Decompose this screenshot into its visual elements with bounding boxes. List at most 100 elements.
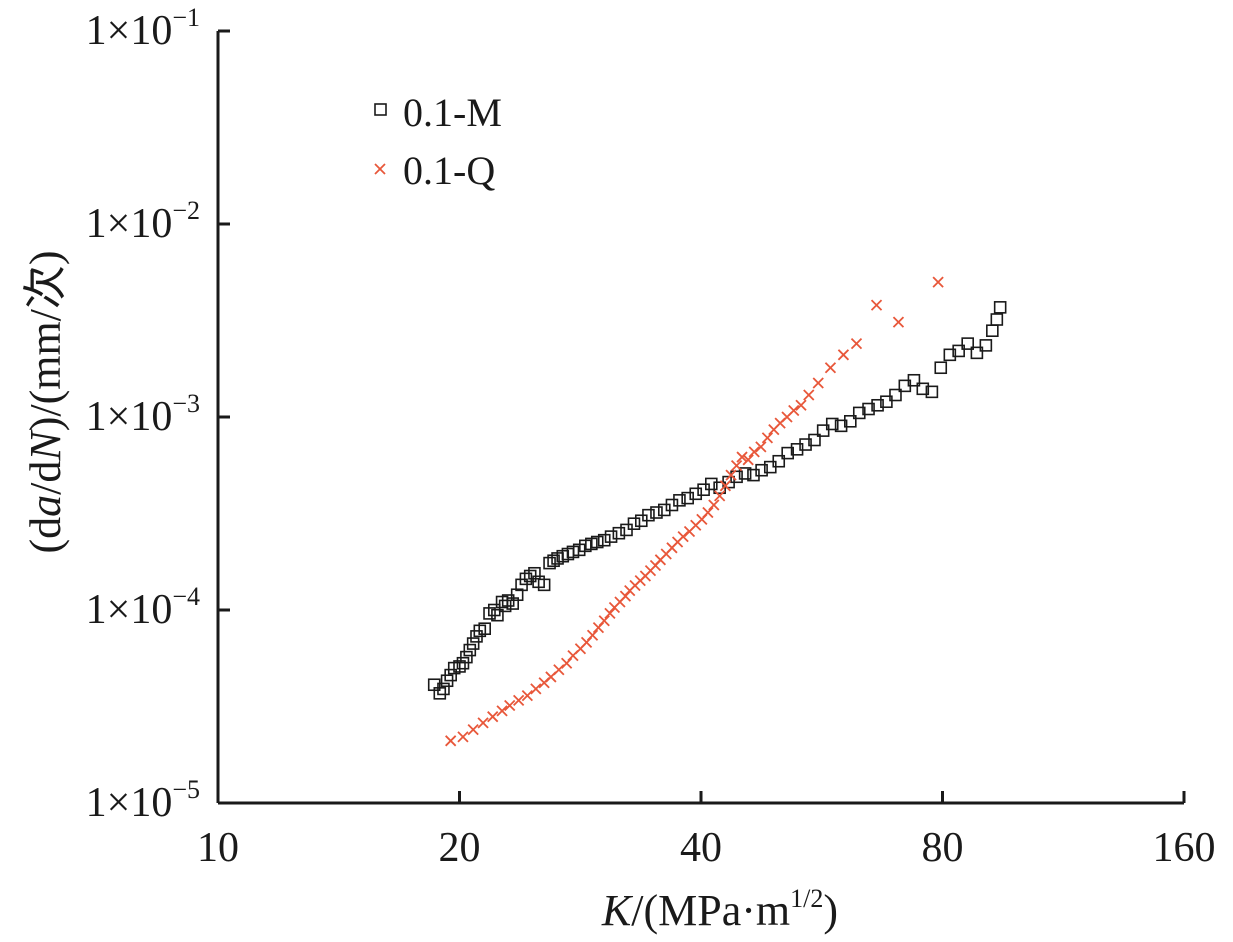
data-point-square bbox=[986, 324, 999, 337]
data-point-square bbox=[772, 454, 786, 468]
data-point-cross bbox=[477, 717, 489, 729]
data-point-cross bbox=[604, 607, 616, 620]
data-point-cross bbox=[803, 389, 815, 401]
data-point-square bbox=[453, 660, 466, 673]
data-point-square bbox=[466, 637, 480, 650]
data-point-square bbox=[852, 406, 866, 420]
x-tick-label: 20 bbox=[439, 825, 481, 871]
y-tick-label: 1×10−1 bbox=[86, 3, 200, 54]
series-layer bbox=[427, 276, 1007, 747]
data-point-square bbox=[528, 566, 541, 580]
x-tick-label: 40 bbox=[680, 825, 722, 871]
legend-marker-0-1-M bbox=[374, 103, 387, 116]
data-point-cross bbox=[742, 454, 754, 466]
y-tick-label: 1×10−4 bbox=[86, 582, 200, 633]
data-point-square bbox=[816, 424, 830, 437]
y-tick-label: 1×10−3 bbox=[86, 389, 200, 440]
data-point-square bbox=[925, 385, 939, 399]
data-point-square bbox=[979, 339, 993, 352]
data-point-cross bbox=[932, 276, 944, 288]
data-point-cross bbox=[487, 711, 499, 723]
data-point-cross bbox=[725, 469, 737, 481]
plot-axes bbox=[216, 31, 1184, 805]
data-point-square bbox=[673, 494, 686, 507]
data-point-cross bbox=[513, 694, 525, 707]
data-point-square bbox=[537, 578, 551, 592]
series-0.1-Q bbox=[445, 276, 944, 747]
data-point-square bbox=[844, 414, 857, 428]
x-axis-unit: /(MPa·m bbox=[631, 886, 790, 935]
data-point-square bbox=[834, 419, 848, 433]
data-point-square bbox=[433, 687, 447, 700]
data-point-cross bbox=[736, 451, 748, 463]
data-point-square bbox=[880, 395, 893, 409]
data-point-square bbox=[460, 650, 473, 664]
legend-marker-0-1-Q bbox=[374, 163, 386, 175]
data-point-square bbox=[510, 588, 524, 602]
data-point-square bbox=[597, 533, 611, 547]
data-point-cross bbox=[445, 735, 457, 747]
x-axis-var: K bbox=[601, 886, 634, 935]
data-point-cross bbox=[870, 299, 883, 311]
data-point-cross bbox=[504, 699, 516, 712]
data-point-cross bbox=[761, 432, 774, 444]
data-point-square bbox=[681, 491, 694, 505]
data-point-square bbox=[970, 346, 984, 360]
data-point-square bbox=[665, 498, 679, 512]
data-point-cross bbox=[598, 615, 610, 627]
data-point-cross bbox=[496, 705, 508, 717]
data-point-square bbox=[437, 682, 450, 696]
data-point-square bbox=[543, 556, 556, 570]
data-point-cross bbox=[730, 459, 743, 472]
data-point-square bbox=[590, 535, 604, 549]
data-point-square bbox=[825, 417, 839, 431]
data-point-cross bbox=[586, 629, 599, 641]
data-point-square bbox=[871, 398, 884, 412]
data-point-square bbox=[506, 597, 520, 610]
data-point-square bbox=[627, 517, 641, 530]
data-point-square bbox=[943, 348, 957, 362]
legend-label-0-1-Q: 0.1-Q bbox=[403, 148, 495, 193]
data-point-square bbox=[799, 438, 812, 451]
data-point-cross bbox=[719, 480, 732, 492]
data-point-cross bbox=[824, 362, 837, 374]
data-point-square bbox=[491, 608, 504, 622]
y-tick-label: 1×10−2 bbox=[86, 196, 200, 247]
data-point-square bbox=[993, 301, 1007, 314]
data-point-square bbox=[961, 337, 974, 350]
data-point-cross bbox=[467, 723, 479, 736]
y-tick-label: 1×10−5 bbox=[86, 775, 200, 826]
data-point-cross bbox=[702, 506, 714, 519]
data-point-cross bbox=[530, 683, 542, 695]
data-point-square bbox=[730, 470, 743, 484]
data-point-cross bbox=[748, 446, 760, 458]
data-point-square bbox=[916, 382, 930, 396]
data-point-square bbox=[738, 467, 752, 480]
data-point-square bbox=[755, 463, 768, 477]
data-point-square bbox=[704, 477, 718, 491]
data-point-square bbox=[990, 313, 1004, 326]
data-point-cross bbox=[708, 499, 720, 511]
data-point-square bbox=[547, 554, 560, 568]
x-tick-label: 160 bbox=[1153, 825, 1216, 871]
data-point-square bbox=[604, 530, 618, 543]
data-point-square bbox=[781, 446, 794, 460]
data-point-cross bbox=[755, 441, 767, 453]
data-point-square bbox=[642, 508, 655, 522]
data-point-square bbox=[934, 361, 948, 375]
data-point-square bbox=[444, 668, 457, 682]
data-point-cross bbox=[892, 316, 905, 328]
data-point-cross bbox=[837, 349, 850, 361]
data-point-cross bbox=[788, 404, 800, 417]
data-point-cross bbox=[521, 689, 533, 702]
data-point-cross bbox=[812, 377, 824, 389]
data-point-cross bbox=[850, 337, 863, 350]
legend-label-0-1-M: 0.1-M bbox=[403, 90, 502, 135]
data-point-square bbox=[808, 433, 821, 447]
data-point-square bbox=[478, 622, 491, 636]
x-axis-title: K/(MPa·m1/2) bbox=[601, 884, 838, 935]
data-point-square bbox=[952, 344, 965, 358]
x-axis-unit-sup: 1/2 bbox=[790, 884, 823, 913]
axis-ticks: 10 20 40 80 160 1×10−5 1×10−4 1×10−3 1×10−2 1×10−… bbox=[86, 3, 1216, 871]
